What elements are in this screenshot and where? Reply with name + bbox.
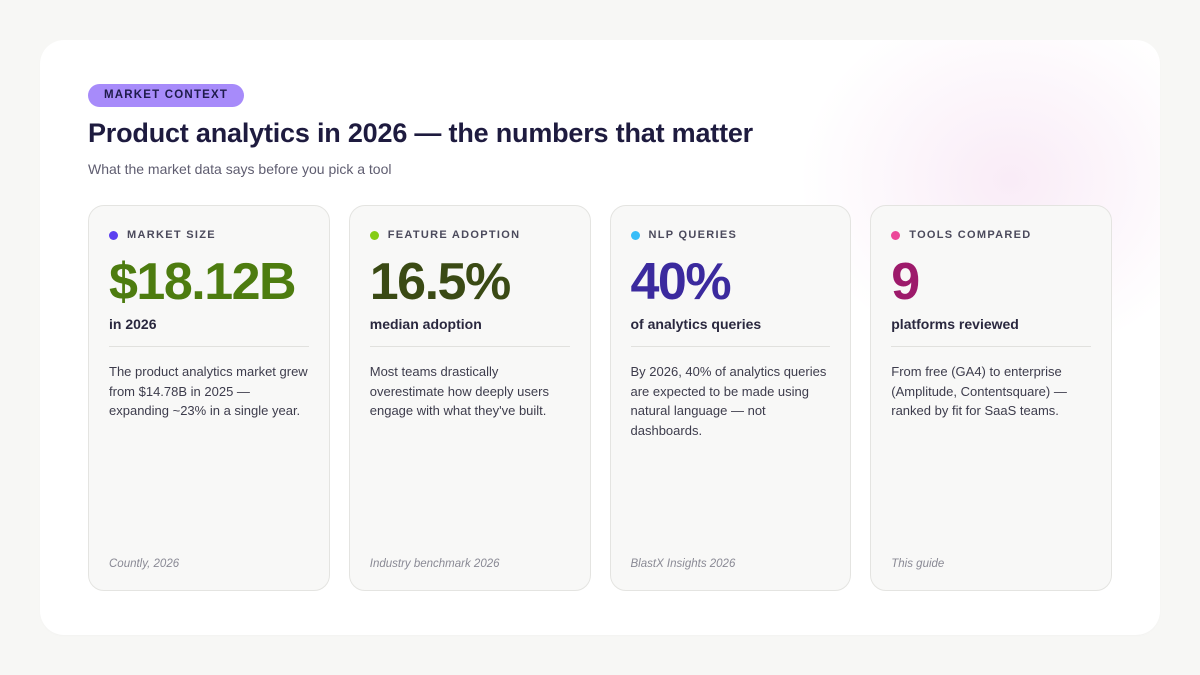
stat-source: Countly, 2026 bbox=[109, 558, 180, 570]
stat-value: $18.12B bbox=[109, 253, 297, 311]
page-subtitle: What the market data says before you pic… bbox=[88, 161, 392, 177]
card-label-text: TOOLS COMPARED bbox=[909, 229, 1032, 241]
card-label: FEATURE ADOPTION bbox=[369, 228, 570, 242]
card-label-text: FEATURE ADOPTION bbox=[387, 229, 521, 241]
stat-card-feature-adoption: FEATURE ADOPTION 16.5% median adoption M… bbox=[348, 205, 591, 591]
bullet-dot-icon bbox=[891, 230, 901, 240]
stat-cards: MARKET SIZE $18.12B in 2026 The product … bbox=[88, 205, 1112, 591]
stat-source: BlastX Insights 2026 bbox=[630, 558, 736, 570]
divider bbox=[109, 346, 309, 347]
stat-card-market-size: MARKET SIZE $18.12B in 2026 The product … bbox=[88, 205, 330, 591]
stat-source: Industry benchmark 2026 bbox=[369, 558, 500, 570]
stat-unit: of analytics queries bbox=[630, 316, 762, 332]
stat-unit: in 2026 bbox=[109, 316, 157, 332]
card-label-text: NLP QUERIES bbox=[648, 229, 738, 241]
divider bbox=[369, 346, 570, 347]
stat-description: By 2026, 40% of analytics queries are ex… bbox=[630, 364, 827, 438]
market-context-panel: MARKET CONTEXT Product analytics in 2026… bbox=[40, 40, 1160, 635]
bullet-dot-icon bbox=[109, 230, 118, 240]
bullet-dot-icon bbox=[369, 230, 379, 240]
stat-description: Most teams drastically overestimate how … bbox=[369, 364, 549, 418]
stat-unit: median adoption bbox=[369, 316, 482, 332]
divider bbox=[630, 346, 831, 347]
stat-card-tools-compared: TOOLS COMPARED 9 platforms reviewed From… bbox=[870, 205, 1112, 591]
card-label: TOOLS COMPARED bbox=[891, 228, 1091, 242]
bullet-dot-icon bbox=[630, 230, 640, 240]
stat-source: This guide bbox=[891, 558, 945, 570]
card-label: NLP QUERIES bbox=[630, 228, 831, 242]
card-label: MARKET SIZE bbox=[109, 228, 309, 242]
stat-card-nlp-queries: NLP QUERIES 40% of analytics queries By … bbox=[609, 205, 852, 591]
stat-value: 9 bbox=[891, 253, 920, 311]
card-label-text: MARKET SIZE bbox=[127, 229, 216, 241]
divider bbox=[891, 346, 1091, 347]
stat-description: From free (GA4) to enterprise (Amplitude… bbox=[891, 364, 1067, 418]
stat-unit: platforms reviewed bbox=[891, 316, 1019, 332]
stat-description: The product analytics market grew from $… bbox=[109, 364, 308, 418]
section-badge: MARKET CONTEXT bbox=[88, 84, 245, 107]
page-title: Product analytics in 2026 — the numbers … bbox=[88, 118, 753, 148]
stat-value: 16.5% bbox=[369, 253, 511, 311]
stat-value: 40% bbox=[630, 253, 732, 311]
